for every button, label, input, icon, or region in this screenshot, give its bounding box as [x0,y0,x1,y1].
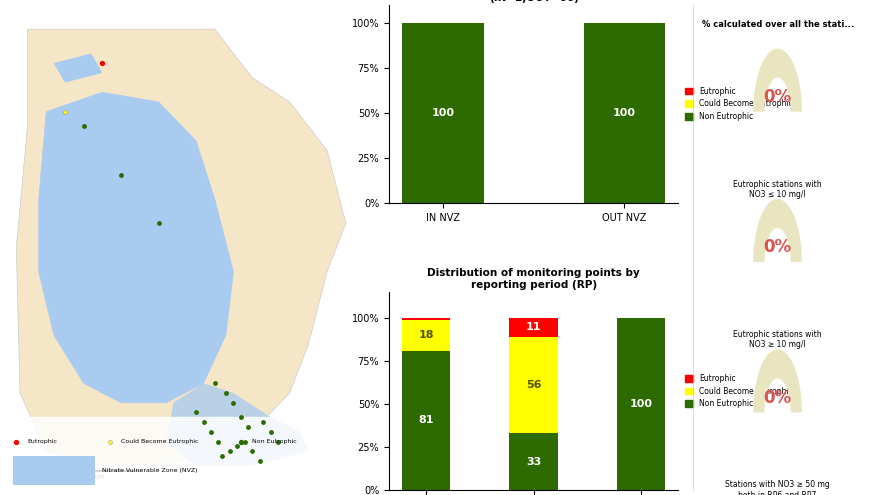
Text: 81: 81 [419,415,434,425]
Point [103,438,117,446]
Polygon shape [753,349,802,412]
Point [264,428,278,436]
Point [95,59,109,67]
Point [189,408,203,416]
Point [211,438,225,446]
Bar [402,318,451,320]
Polygon shape [39,92,233,403]
Bar [510,337,558,433]
Point [114,171,128,179]
Point [241,423,255,431]
Point [223,447,237,455]
Text: 0%: 0% [764,239,792,256]
Bar [9,417,384,490]
Title: Distribution of monitoring points by
reporting period (RP): Distribution of monitoring points by rep… [428,268,640,290]
Text: Eutrophic stations with
NO3 ≤ 10 mg/l: Eutrophic stations with NO3 ≤ 10 mg/l [733,180,822,199]
Point [253,457,267,465]
Bar [510,318,558,337]
Bar [583,23,665,203]
Point [10,438,24,446]
Point [238,438,252,446]
Text: 56: 56 [526,380,541,390]
Point [234,413,248,421]
Polygon shape [166,383,308,466]
Text: 18: 18 [419,330,434,340]
Point [216,452,230,460]
Text: 100: 100 [431,108,454,118]
Text: Non Eutrophic: Non Eutrophic [253,439,297,444]
Polygon shape [77,141,121,175]
Title: Distribution of monitoring points according to
Trophic Status
(IN=2,OUT=66): Distribution of monitoring points accord… [398,0,670,3]
Polygon shape [114,185,158,223]
Text: Could Become Eutrophic: Could Become Eutrophic [121,439,199,444]
Text: 30 km: 30 km [82,474,104,480]
Point [246,447,260,455]
Legend: Eutrophic, Could Become Eutrophic, Non Eutrophic: Eutrophic, Could Become Eutrophic, Non E… [682,371,796,411]
Bar [617,318,665,490]
Point [256,418,270,426]
Point [271,438,285,446]
Point [234,438,248,446]
Point [151,219,165,227]
Text: Stations with NO3 ≥ 50 mg
both in RP6 and RP7
and Eutrophic Status: Stations with NO3 ≥ 50 mg both in RP6 an… [725,480,830,495]
Point [231,443,245,450]
Point [219,389,233,397]
Point [196,418,210,426]
Text: 11: 11 [526,322,541,332]
Polygon shape [17,29,346,466]
Bar [402,320,451,350]
Text: Nitrate Vulnerable Zone (NVZ): Nitrate Vulnerable Zone (NVZ) [102,468,198,473]
Point [208,379,222,387]
Point [204,428,218,436]
Text: Eutrophic stations with
NO3 ≥ 10 mg/l: Eutrophic stations with NO3 ≥ 10 mg/l [733,330,822,349]
Polygon shape [753,199,802,262]
Bar [402,23,484,203]
Polygon shape [54,53,102,83]
Point [77,122,91,130]
Polygon shape [753,49,802,112]
Text: 0%: 0% [764,88,792,106]
FancyBboxPatch shape [12,456,95,485]
Text: 33: 33 [526,457,541,467]
Text: Eutrophic: Eutrophic [27,439,57,444]
Point [226,399,240,407]
Text: % calculated over all the stati...: % calculated over all the stati... [701,19,854,29]
Point [58,108,72,116]
Bar [510,433,558,490]
Text: 100: 100 [629,399,652,409]
Bar [402,350,451,490]
Text: 0%: 0% [764,389,792,407]
Legend: Eutrophic, Could Become Eutrophic, Non Eutrophic: Eutrophic, Could Become Eutrophic, Non E… [682,84,796,124]
Text: 100: 100 [612,108,636,118]
